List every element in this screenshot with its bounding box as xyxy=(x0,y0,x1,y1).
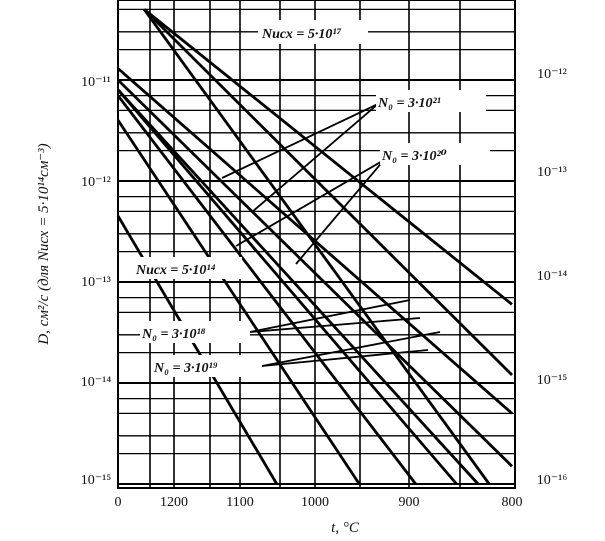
series-line-9 xyxy=(116,119,361,485)
y-tick-right-1: 10⁻¹² xyxy=(537,67,567,82)
series-line-3 xyxy=(143,8,491,485)
series-line-6 xyxy=(116,88,480,485)
series-line-7 xyxy=(116,88,458,485)
annotation-n0-21: N₀ = 3·10²¹ xyxy=(377,96,441,111)
y-tick-left-3: 10⁻¹³ xyxy=(81,275,111,290)
series-line-10 xyxy=(116,215,279,485)
x-axis-label: t, °C xyxy=(331,520,360,536)
annotation-leader-7 xyxy=(261,331,441,367)
annotation-leader-8 xyxy=(261,349,429,367)
series-layer xyxy=(116,8,513,485)
y-tick-left-1: 10⁻¹¹ xyxy=(81,75,111,90)
y-tick-right-4: 10⁻¹⁵ xyxy=(537,373,568,388)
annotation-nisx-high: Nисх = 5·10¹⁷ xyxy=(261,27,342,42)
x-tick-800: 800 xyxy=(502,495,523,510)
x-tick-900: 900 xyxy=(399,495,420,510)
y-axis-label: D, см²/с (для Nисх = 5·10¹⁴см⁻³) xyxy=(36,143,52,345)
annotation-leader-2 xyxy=(251,103,379,213)
x-tick-1000: 1000 xyxy=(301,495,329,510)
annotation-n0-20: N₀ = 3·10²⁰ xyxy=(381,149,447,164)
x-tick-origin: 0 xyxy=(115,495,122,510)
annotation-leader-4 xyxy=(295,159,385,265)
series-line-8 xyxy=(116,94,417,485)
x-tick-1100: 1100 xyxy=(226,495,253,510)
y-tick-left-4: 10⁻¹⁴ xyxy=(81,375,112,390)
annotation-nisx-low: Nисх = 5·10¹⁴ xyxy=(135,263,216,278)
y-tick-right-3: 10⁻¹⁴ xyxy=(537,269,568,284)
series-line-5 xyxy=(117,79,513,468)
annotation-leader-3 xyxy=(235,159,385,247)
y-tick-left-2: 10⁻¹² xyxy=(81,175,111,190)
y-tick-right-2: 10⁻¹³ xyxy=(537,165,567,180)
series-line-1 xyxy=(143,8,513,306)
annotation-leader-5 xyxy=(249,299,411,333)
annotation-n0-18: N₀ = 3·10¹⁸ xyxy=(141,327,206,342)
annotation-leader-1 xyxy=(221,103,379,179)
x-tick-1200: 1200 xyxy=(160,495,188,510)
y-tick-left-5: 10⁻¹⁵ xyxy=(81,473,112,488)
annotation-leaders xyxy=(221,103,441,367)
y-tick-right-5: 10⁻¹⁶ xyxy=(537,473,568,488)
plot-frame xyxy=(117,0,516,489)
annotation-leader-6 xyxy=(249,317,421,333)
annotation-n0-19: N₀ = 3·10¹⁹ xyxy=(153,361,218,376)
